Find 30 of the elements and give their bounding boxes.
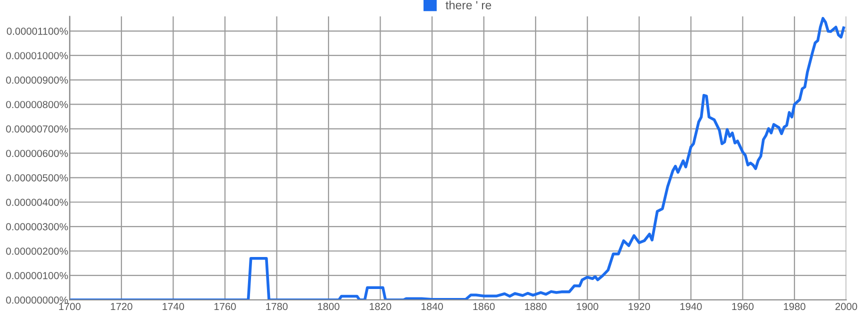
x-tick-label: 1960 bbox=[732, 302, 754, 310]
y-tick-label: 0.00001000% bbox=[6, 52, 68, 60]
y-tick-label: 0.00000500% bbox=[6, 174, 68, 182]
y-tick-label: 0.00000600% bbox=[6, 150, 68, 158]
y-tick-label: 0.00000300% bbox=[6, 223, 68, 230]
y-tick-label: 0.00000000% bbox=[6, 296, 68, 304]
x-tick-label: 1940 bbox=[680, 302, 702, 310]
x-tick-label: 1800 bbox=[318, 302, 340, 310]
x-tick-label: 1740 bbox=[162, 302, 184, 310]
x-tick-label: 1880 bbox=[525, 302, 546, 310]
x-tick-label: 1980 bbox=[784, 302, 806, 310]
x-tick-label: 1920 bbox=[628, 302, 650, 310]
x-tick-label: 1860 bbox=[473, 302, 495, 310]
x-tick-label: 1720 bbox=[110, 302, 132, 310]
y-tick-label: 0.00000800% bbox=[6, 100, 68, 108]
legend-label: there ' re bbox=[446, 0, 492, 10]
x-tick-label: 1820 bbox=[370, 302, 392, 310]
y-tick-label: 0.00000200% bbox=[6, 248, 68, 255]
y-tick-label: 0.00000100% bbox=[6, 272, 68, 280]
y-tick-label: 0.00001100% bbox=[6, 28, 68, 35]
x-tick-label: 1780 bbox=[266, 302, 288, 310]
y-tick-label: 0.00000900% bbox=[6, 76, 68, 84]
x-tick-label: 1840 bbox=[422, 302, 443, 310]
y-tick-label: 0.00000400% bbox=[6, 198, 68, 206]
line-series bbox=[70, 16, 846, 300]
x-tick-label: 1900 bbox=[576, 302, 598, 310]
y-tick-label: 0.00000700% bbox=[6, 125, 68, 133]
x-tick-label: 2000 bbox=[835, 302, 858, 310]
x-tick-label: 1700 bbox=[59, 302, 81, 310]
x-tick-label: 1760 bbox=[214, 302, 236, 310]
